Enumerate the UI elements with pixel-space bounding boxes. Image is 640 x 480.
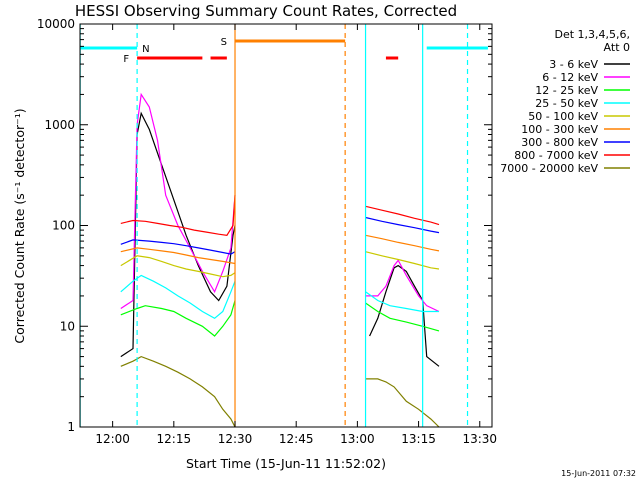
series-0 [120,111,440,367]
series-line [120,195,236,236]
x-tick-label: 12:00 [95,432,130,446]
series-line [120,255,236,278]
series-6 [120,216,440,255]
x-tick-label: 12:15 [157,432,192,446]
y-tick-label: 100 [52,219,75,233]
x-tick-label: 12:45 [279,432,314,446]
legend-entry-label: 300 - 800 keV [521,136,598,149]
legend-entry-label: 7000 - 20000 keV [500,162,598,175]
series-line [120,247,236,265]
flag-n-label: N [142,44,149,55]
y-axis: 1 10 100 1000 10000 [37,17,492,434]
y-tick-label: 1000 [44,118,75,132]
flag-f-label: F [123,54,129,65]
series-line [120,111,236,358]
series-line [120,274,236,320]
series-line [365,234,440,252]
series-3 [120,274,439,320]
series-line [365,378,440,428]
plot-frame [79,23,493,428]
series-line [365,205,440,226]
series-1 [120,92,440,313]
y-axis-label: Corrected Count Rate (s⁻¹ detector⁻¹) [12,108,27,343]
series-line [120,300,236,337]
legend-entry-label: 100 - 300 keV [521,123,598,136]
legend-entry-label: 3 - 6 keV [549,58,598,71]
series-line [365,216,440,234]
x-tick-label: 13:15 [401,432,436,446]
legend-header-line-1: Det 1,3,4,5,6, [554,28,630,41]
x-axis: 12:00 12:15 12:30 12:45 13:00 13:15 13:30 [95,24,497,446]
series-4 [120,251,440,278]
chart-title: HESSI Observing Summary Count Rates, Cor… [75,2,457,20]
series-line [365,259,440,313]
legend-entry-label: 50 - 100 keV [528,110,598,123]
y-tick-label: 10 [60,319,75,333]
series-line [365,302,440,332]
series-layer [120,92,440,428]
series-line [365,291,439,313]
flag-overlay: F N S [79,24,488,427]
series-line [120,239,236,255]
x-tick-label: 12:30 [218,432,253,446]
series-line [120,92,236,310]
series-line [365,251,440,270]
series-2 [120,300,440,337]
flag-s-label: S [221,37,227,48]
x-tick-label: 13:00 [340,432,375,446]
series-line [369,264,440,367]
y-tick-label: 1 [67,420,75,434]
legend-entry-label: 12 - 25 keV [535,84,598,97]
series-5 [120,234,440,265]
y-tick-label: 10000 [37,17,75,31]
legend-entry-label: 25 - 50 keV [535,97,598,110]
series-line [120,355,236,428]
series-8 [120,355,440,428]
x-axis-label: Start Time (15-Jun-11 11:52:02) [186,456,386,471]
legend-entry-label: 6 - 12 keV [542,71,598,84]
x-tick-label: 13:30 [462,432,497,446]
date-stamp: 15-Jun-2011 07:32 [561,469,636,478]
legend-entry-label: 800 - 7000 keV [514,149,598,162]
series-7 [120,195,440,236]
legend-header-line-2: Att 0 [604,41,630,54]
